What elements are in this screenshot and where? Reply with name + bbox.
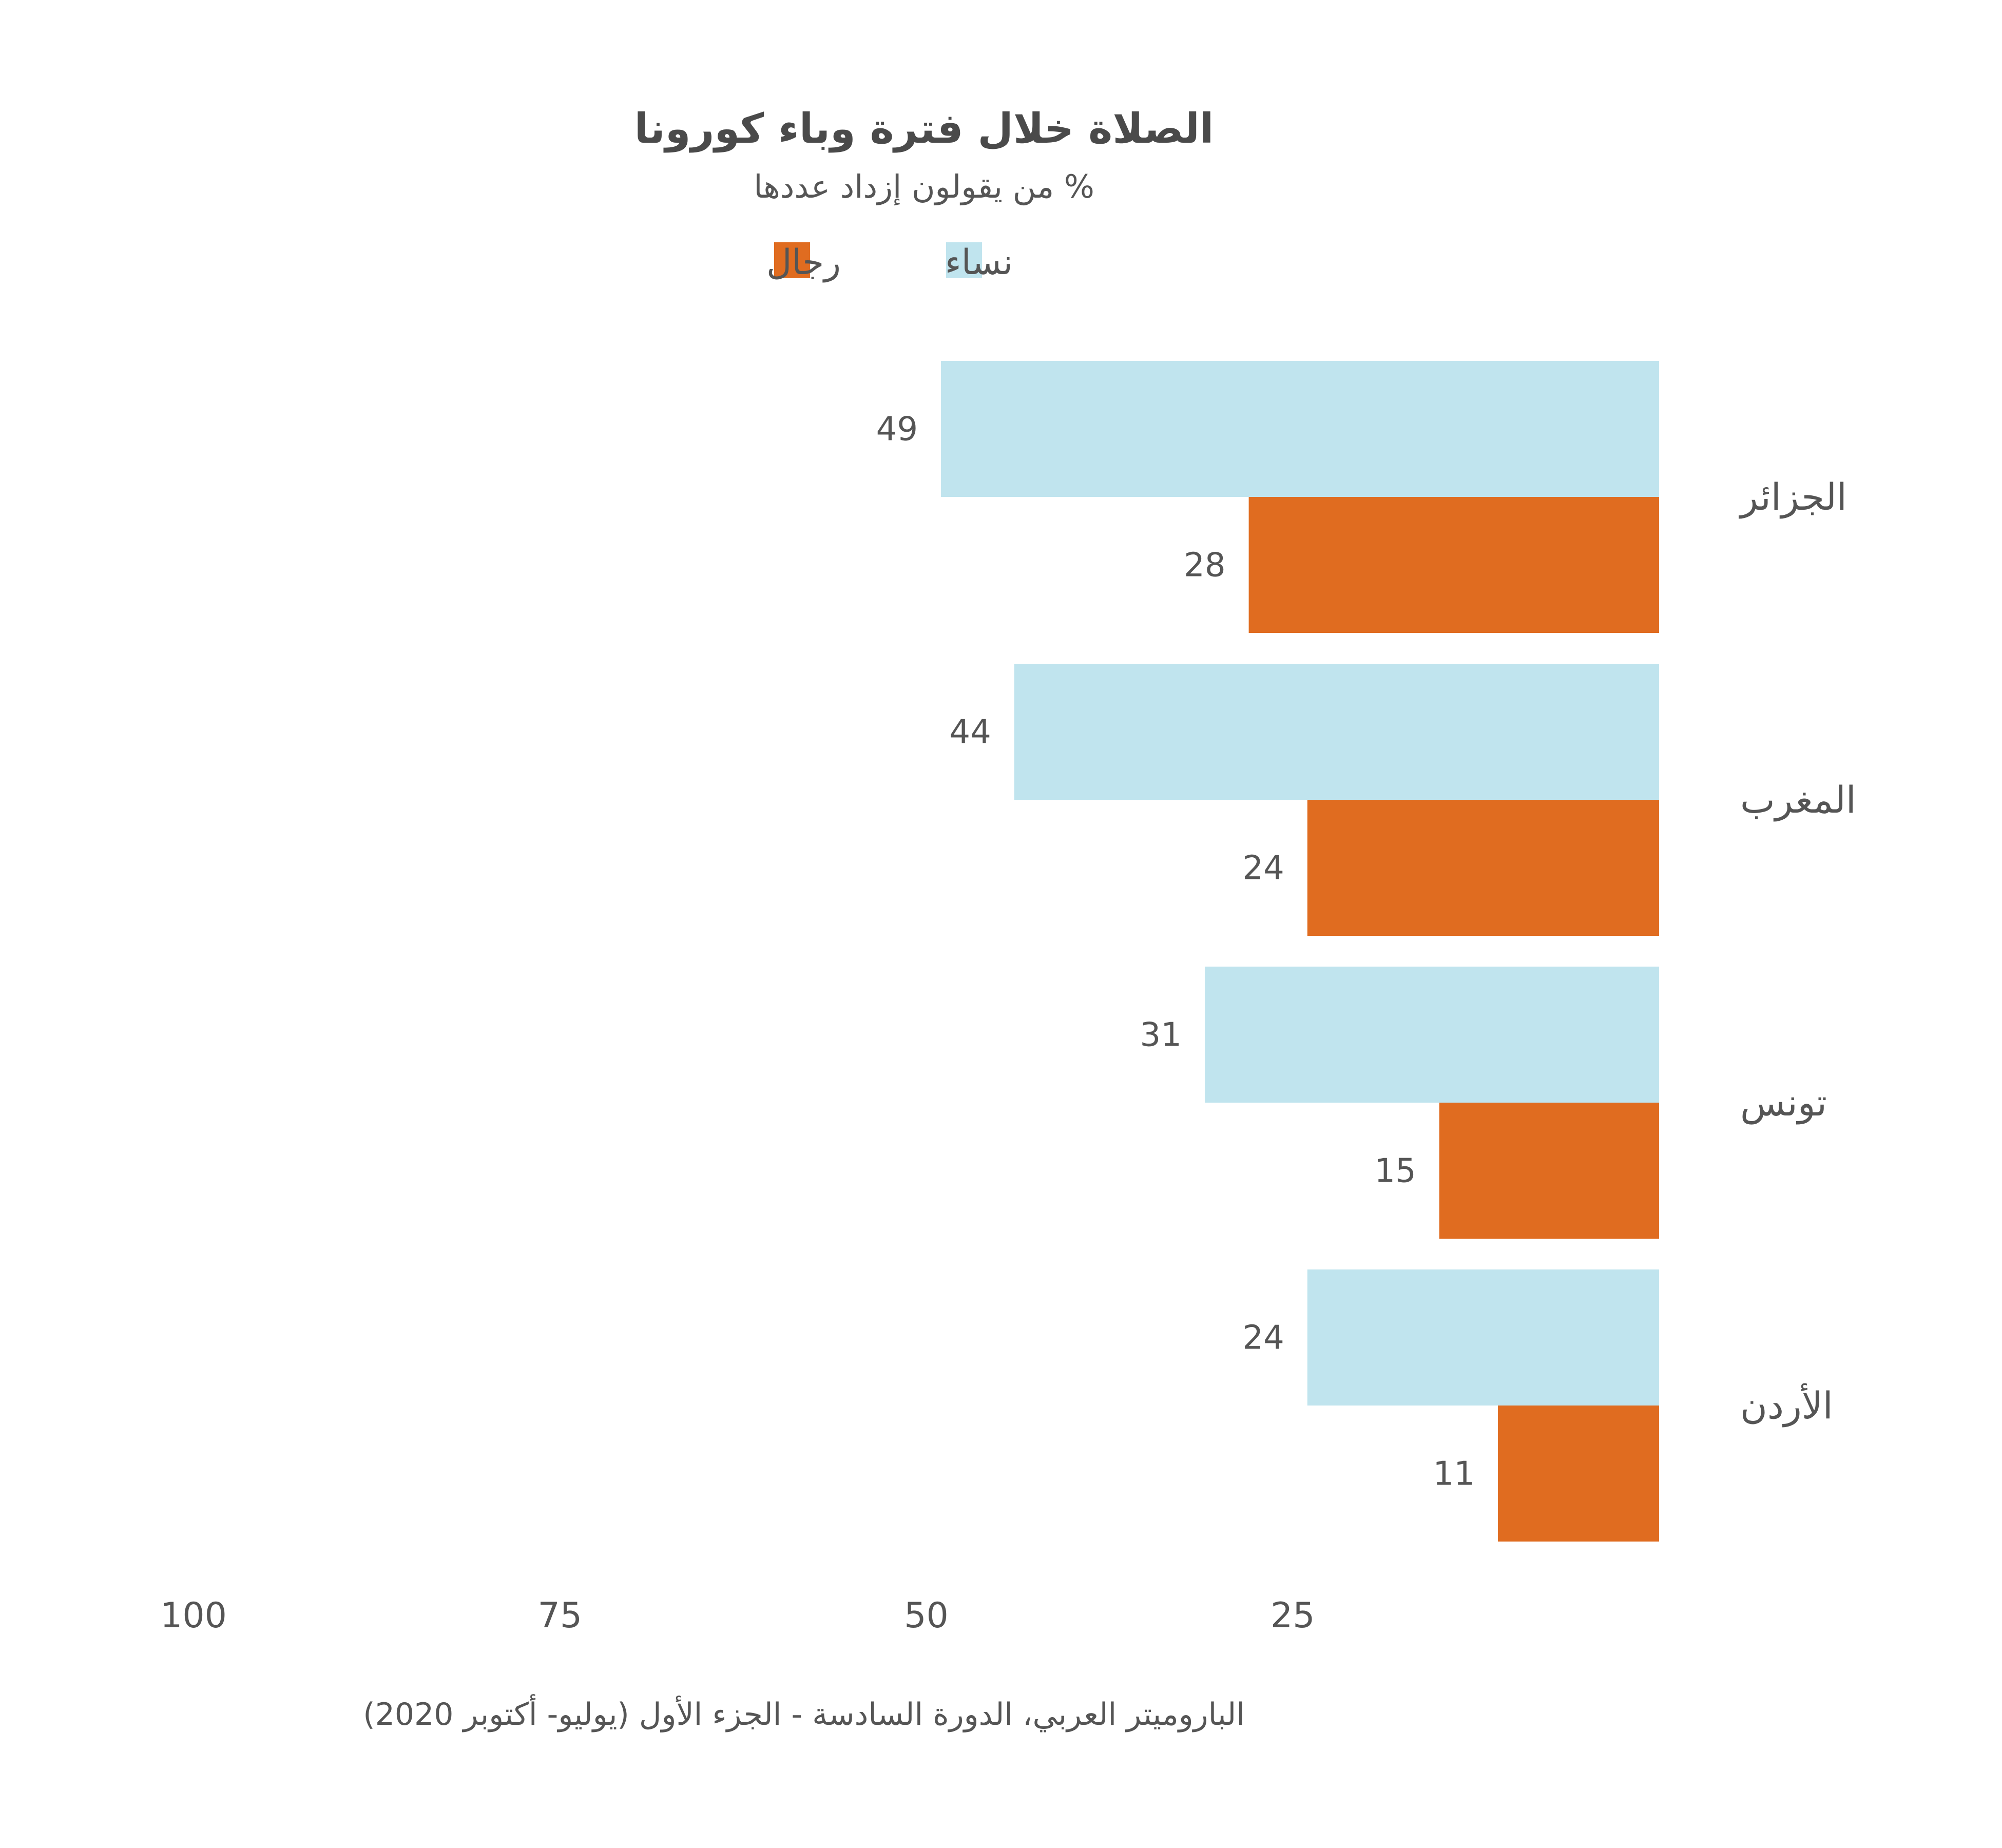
value-label-women-4: 24 [1242, 1319, 1284, 1357]
x-tick-label-50: 50 [904, 1595, 949, 1636]
category-label-4: الأردن [1740, 1383, 1833, 1428]
bar-men-2 [1307, 800, 1659, 936]
category-label-2: المغرب [1740, 778, 1856, 822]
value-label-men-4: 11 [1433, 1455, 1475, 1493]
legend-swatch-men [774, 242, 810, 278]
value-label-women-1: 49 [876, 411, 918, 449]
legend-label-men: رجال [766, 242, 841, 283]
value-label-men-3: 15 [1374, 1152, 1416, 1190]
value-label-men-1: 28 [1184, 547, 1225, 585]
value-label-women-2: 44 [949, 714, 991, 752]
value-label-women-3: 31 [1140, 1016, 1182, 1054]
bar-men-1 [1248, 497, 1659, 633]
x-tick-label-100: 100 [160, 1595, 227, 1636]
category-labels: الجزائر المغرب تونس الأردن [1739, 475, 1856, 1428]
legend-swatch-women [946, 242, 982, 278]
bar-men-3 [1439, 1103, 1659, 1239]
bar-women-4 [1307, 1269, 1659, 1406]
source-note: الباروميتر العربي، الدورة السادسة - الجز… [363, 1694, 1245, 1732]
x-axis-ticks: 100 75 50 25 [160, 1595, 1315, 1636]
x-tick-label-25: 25 [1270, 1595, 1315, 1636]
chart-title: الصلاة خلال فترة وباء كورونا [634, 105, 1214, 153]
legend-label-women: نساء [945, 242, 1013, 283]
legend: نساء رجال [766, 242, 1013, 283]
category-label-1: الجزائر [1739, 475, 1847, 519]
value-labels: 49 28 44 24 31 15 24 11 [876, 411, 1475, 1493]
bar-women-2 [1014, 664, 1659, 800]
bar-women-1 [941, 361, 1659, 497]
category-label-3: تونس [1740, 1081, 1827, 1125]
value-label-men-2: 24 [1242, 850, 1284, 888]
bar-women-3 [1204, 967, 1659, 1103]
bar-men-4 [1497, 1406, 1659, 1542]
x-tick-label-75: 75 [537, 1595, 582, 1636]
chart-subtitle: % من يقولون إزداد عددها [754, 168, 1094, 206]
bars [941, 361, 1659, 1542]
